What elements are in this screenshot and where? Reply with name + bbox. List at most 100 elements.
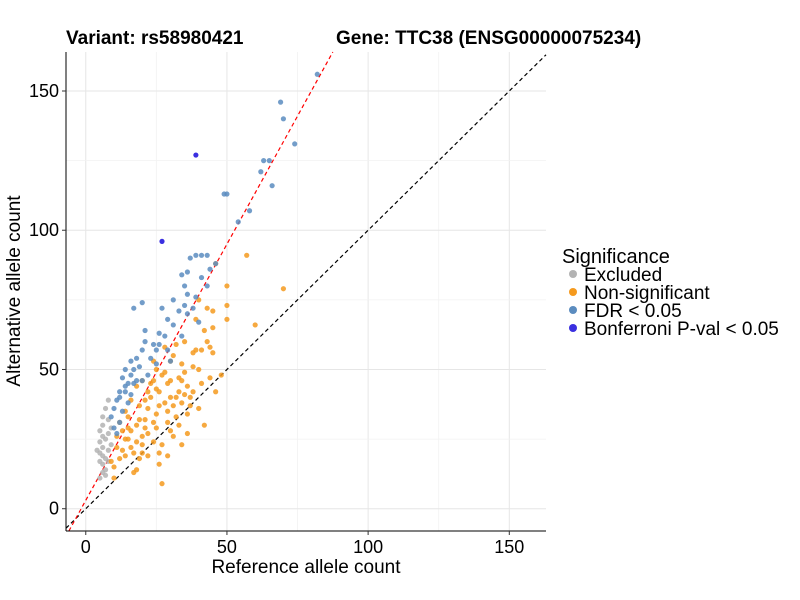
point-series-1 [142, 425, 148, 431]
legend: Significance ExcludedNon-significantFDR … [562, 246, 779, 340]
point-series-1 [176, 389, 182, 395]
point-series-0 [97, 428, 103, 434]
point-series-0 [100, 433, 106, 439]
point-series-2 [184, 269, 191, 275]
point-series-1 [198, 380, 205, 387]
point-series-1 [122, 453, 128, 459]
point-series-2 [170, 322, 176, 328]
point-series-2 [266, 158, 272, 164]
point-series-2 [125, 400, 131, 406]
point-series-2 [122, 366, 128, 373]
point-series-1 [119, 447, 126, 453]
point-series-1 [139, 450, 145, 456]
point-series-1 [165, 419, 171, 425]
point-series-1 [198, 347, 205, 353]
point-series-2 [162, 333, 168, 339]
point-series-2 [114, 430, 120, 437]
point-series-0 [102, 405, 109, 412]
point-series-1 [207, 344, 213, 350]
point-series-1 [173, 394, 179, 400]
point-series-1 [179, 400, 185, 406]
point-series-1 [170, 403, 176, 409]
point-series-1 [252, 322, 258, 328]
point-series-0 [105, 430, 111, 437]
point-series-0 [100, 414, 106, 420]
point-series-2 [246, 208, 253, 214]
point-series-1 [187, 403, 193, 409]
point-series-2 [193, 294, 199, 300]
point-series-1 [170, 352, 176, 359]
point-series-1 [150, 419, 157, 425]
chart-title-gene: Gene: TTC38 (ENSG00000075234) [336, 28, 641, 49]
y-axis-title: Alternative allele count [4, 195, 25, 387]
point-series-0 [97, 475, 103, 481]
legend-label-3: Bonferroni P-val < 0.05 [584, 319, 779, 340]
point-series-1 [153, 411, 159, 417]
point-series-0 [100, 461, 106, 467]
point-series-1 [133, 422, 140, 428]
point-series-1 [156, 450, 162, 456]
point-series-2 [165, 347, 171, 353]
point-series-2 [184, 291, 191, 297]
point-series-2 [148, 355, 154, 361]
point-series-2 [258, 169, 264, 175]
point-series-1 [145, 389, 151, 395]
point-series-3 [193, 152, 199, 158]
point-series-1 [162, 400, 168, 406]
point-series-1 [111, 464, 117, 470]
point-series-2 [198, 274, 205, 281]
point-series-1 [145, 430, 151, 437]
point-series-1 [181, 339, 188, 345]
point-series-0 [100, 422, 106, 428]
legend-label-0: Excluded [584, 265, 662, 286]
point-series-2 [261, 158, 267, 164]
point-series-1 [224, 302, 230, 309]
point-series-1 [162, 369, 168, 375]
reference-line-identity [65, 54, 547, 529]
point-series-3 [159, 238, 165, 244]
legend-title: Significance [562, 246, 670, 268]
legend-label-2: FDR < 0.05 [584, 301, 682, 322]
point-series-2 [139, 347, 145, 353]
point-series-2 [119, 375, 126, 381]
point-series-2 [159, 305, 165, 311]
point-series-2 [176, 308, 182, 314]
point-series-0 [97, 439, 103, 445]
point-series-1 [179, 442, 185, 448]
point-series-1 [133, 439, 140, 445]
point-series-1 [210, 308, 216, 314]
point-series-2 [128, 372, 134, 378]
point-series-1 [190, 364, 196, 370]
point-series-2 [156, 330, 162, 336]
point-series-2 [190, 305, 196, 311]
point-series-0 [105, 447, 111, 453]
point-series-2 [213, 261, 219, 267]
y-tick-label: 100 [29, 220, 59, 240]
x-tick-label: 50 [217, 537, 237, 557]
point-series-1 [181, 391, 188, 398]
point-series-1 [128, 428, 134, 434]
point-series-2 [125, 380, 131, 387]
point-series-1 [193, 347, 199, 353]
point-series-0 [102, 472, 109, 478]
point-series-2 [108, 414, 114, 420]
point-series-1 [167, 428, 174, 434]
point-series-2 [277, 99, 284, 105]
point-series-1 [181, 369, 188, 375]
point-series-2 [235, 219, 241, 225]
point-series-1 [201, 327, 207, 334]
point-series-1 [145, 405, 151, 412]
point-series-1 [224, 316, 230, 322]
point-series-2 [117, 389, 123, 395]
legend-key-3 [569, 324, 577, 332]
point-series-1 [165, 453, 171, 459]
point-series-2 [133, 378, 140, 384]
point-series-2 [128, 391, 134, 398]
point-series-1 [136, 455, 143, 462]
point-series-2 [167, 358, 174, 364]
point-series-2 [292, 141, 298, 147]
point-series-1 [173, 414, 179, 420]
point-series-2 [198, 252, 205, 258]
point-series-1 [131, 450, 137, 456]
legend-key-0 [569, 270, 577, 278]
